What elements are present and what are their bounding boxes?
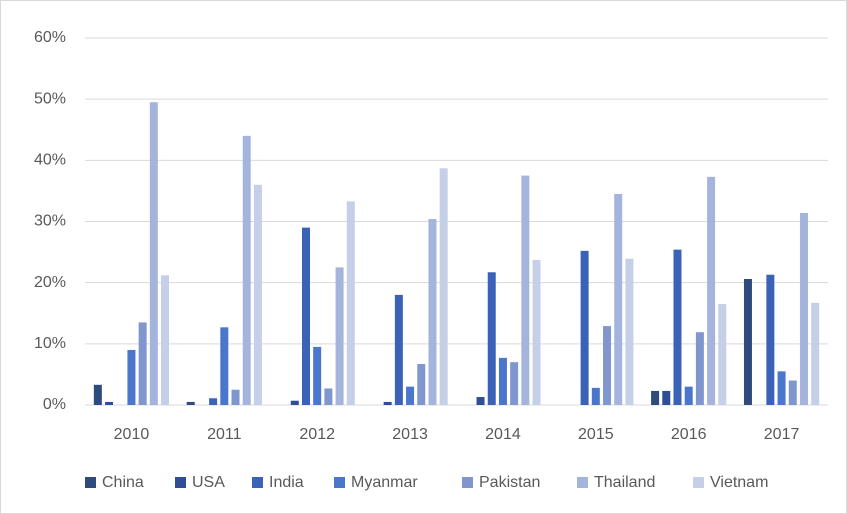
bar [394, 294, 403, 405]
y-tick-label: 10% [34, 335, 66, 352]
y-tick-label: 60% [34, 29, 66, 46]
bar [707, 176, 716, 405]
x-tick-label: 2014 [485, 426, 521, 443]
bar [591, 387, 600, 405]
x-tick-label: 2012 [299, 426, 335, 443]
bar [788, 380, 797, 405]
bar [439, 168, 448, 405]
bar [580, 250, 589, 405]
x-tick-label: 2017 [764, 426, 800, 443]
x-tick-label: 2010 [114, 426, 150, 443]
y-tick-label: 50% [34, 90, 66, 107]
legend-swatch [693, 477, 704, 488]
bar [811, 302, 820, 405]
bar [799, 212, 808, 405]
bar [498, 357, 507, 405]
bar [138, 322, 147, 405]
bar [406, 386, 415, 405]
bar [777, 371, 786, 405]
y-tick-label: 0% [43, 396, 66, 413]
bar [684, 386, 693, 405]
bar [417, 364, 426, 405]
legend-label: Pakistan [479, 474, 540, 491]
bar [231, 389, 240, 405]
bar [532, 260, 541, 405]
bar [127, 349, 136, 405]
legend-swatch [85, 477, 96, 488]
bar [93, 384, 102, 405]
x-tick-label: 2015 [578, 426, 614, 443]
bar [313, 346, 322, 405]
legend-swatch [577, 477, 588, 488]
bar [743, 278, 752, 405]
x-tick-label: 2013 [392, 426, 428, 443]
bar [510, 362, 519, 405]
legend-swatch [334, 477, 345, 488]
legend-label: India [269, 474, 304, 491]
bar [673, 249, 682, 405]
x-tick-label: 2016 [671, 426, 707, 443]
bar [662, 390, 671, 405]
bar [476, 397, 485, 405]
legend-label: USA [192, 474, 225, 491]
bar [209, 398, 218, 405]
bar [253, 184, 262, 405]
legend-label: Thailand [594, 474, 655, 491]
y-tick-label: 40% [34, 152, 66, 169]
legend-label: China [102, 474, 144, 491]
bar [718, 304, 727, 405]
bar [301, 227, 310, 405]
legend-swatch [175, 477, 186, 488]
y-tick-label: 30% [34, 213, 66, 230]
bar [428, 219, 437, 405]
y-tick-label: 20% [34, 274, 66, 291]
bar [186, 401, 195, 405]
legend-label: Myanmar [351, 474, 418, 491]
bar [220, 327, 229, 405]
bar [695, 332, 704, 405]
bar [766, 274, 775, 405]
bar [290, 400, 299, 405]
bar [521, 175, 530, 405]
bar [383, 401, 392, 405]
bar [625, 258, 634, 405]
legend-swatch [252, 477, 263, 488]
bar [614, 193, 623, 405]
bar [242, 135, 251, 405]
x-tick-label: 2011 [207, 426, 242, 443]
bar [651, 390, 660, 405]
bar [487, 272, 496, 405]
bar [346, 201, 355, 405]
bar [324, 388, 333, 405]
bar [603, 326, 612, 405]
bar [105, 401, 114, 405]
bar [149, 102, 158, 405]
bar [161, 275, 170, 405]
bar [335, 267, 344, 405]
legend-label: Vietnam [710, 474, 768, 491]
legend-swatch [462, 477, 473, 488]
